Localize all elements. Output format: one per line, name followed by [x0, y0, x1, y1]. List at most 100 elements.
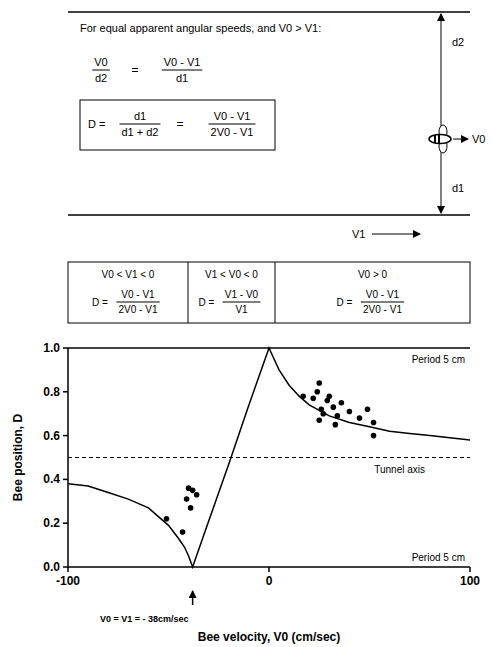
data-point — [320, 411, 326, 417]
data-point — [357, 415, 363, 421]
divider — [188, 262, 189, 323]
distance-arrow — [441, 150, 442, 213]
tick — [67, 567, 69, 572]
tick — [63, 347, 68, 349]
annotation: Tunnel axis — [374, 464, 425, 475]
numerator: V0 - V1 — [214, 110, 251, 122]
distance-label: d1 — [452, 182, 464, 194]
data-point — [188, 505, 194, 511]
data-point — [314, 389, 320, 395]
data-point — [347, 409, 353, 415]
tick-label: 0.0 — [43, 560, 60, 574]
numerator: V0 - V1 — [121, 289, 155, 300]
tick — [63, 479, 68, 481]
denominator: 2V0 - V1 — [211, 126, 254, 138]
reference-line — [68, 457, 470, 458]
denominator: d1 + d2 — [121, 126, 158, 138]
data-point — [190, 488, 196, 494]
tick — [63, 522, 68, 524]
data-point — [164, 516, 170, 522]
stripe — [434, 135, 436, 143]
tick — [63, 391, 68, 393]
data-point — [310, 396, 316, 402]
curve — [68, 348, 470, 567]
data-point — [371, 420, 377, 426]
tunnel-wall — [68, 214, 470, 216]
lhs: D = — [92, 297, 108, 308]
condition: For equal apparent angular speeds, and V… — [80, 22, 321, 34]
axis-title: Bee velocity, V0 (cm/sec) — [198, 630, 341, 644]
numerator: V0 — [94, 56, 107, 68]
data-point — [331, 404, 337, 410]
lhs: D = — [199, 297, 215, 308]
equals: = — [131, 63, 138, 77]
data-point — [316, 380, 322, 386]
numerator: V1 - V0 — [225, 289, 259, 300]
tick-label: 100 — [460, 574, 480, 588]
data-point — [335, 413, 341, 419]
fraction-bar — [223, 302, 261, 303]
equals: = — [176, 117, 183, 131]
axis-title: Bee position, D — [11, 413, 25, 501]
velocity-label: V0 — [472, 133, 485, 145]
fraction-bar — [116, 302, 159, 303]
denominator: V1 — [235, 304, 248, 315]
condition: V0 > 0 — [358, 269, 388, 280]
condition-table — [68, 262, 470, 323]
data-point — [333, 422, 339, 428]
body — [429, 135, 451, 144]
data-point — [300, 393, 306, 399]
fraction-bar — [361, 302, 404, 303]
formula-box — [80, 100, 275, 150]
condition: V1 < V0 < 0 — [205, 269, 258, 280]
denominator: 2V0 - V1 — [119, 304, 158, 315]
velocity-arrow — [453, 139, 468, 140]
annotation-arrow — [192, 591, 194, 605]
numerator: V0 - V1 — [164, 56, 201, 68]
data-point — [194, 492, 200, 498]
stripe — [438, 135, 440, 144]
annotation: Period 5 cm — [412, 552, 465, 563]
tick-label: 0 — [266, 574, 273, 588]
velocity-label: V1 — [352, 228, 365, 240]
tick — [469, 567, 471, 572]
data-point — [339, 400, 345, 406]
data-point — [327, 393, 333, 399]
tick-label: 1.0 — [43, 341, 60, 355]
distance-label: d2 — [452, 36, 464, 48]
distance-arrow — [441, 14, 442, 128]
denominator: d1 — [176, 72, 188, 84]
fraction-bar — [162, 70, 203, 71]
divider — [275, 262, 276, 323]
data-point — [316, 417, 322, 423]
data-point — [180, 529, 186, 535]
fraction-bar — [119, 124, 160, 125]
fraction-bar — [92, 70, 109, 71]
annotation: V0 = V1 = - 38cm/sec — [100, 614, 189, 624]
numerator: V0 - V1 — [366, 289, 400, 300]
tick-label: -100 — [56, 574, 80, 588]
tick-label: 0.2 — [43, 516, 60, 530]
bee — [429, 125, 451, 153]
fraction-bar — [209, 124, 256, 125]
tunnel-wall — [68, 11, 470, 13]
figure: For equal apparent angular speeds, and V… — [0, 0, 493, 647]
tick — [268, 567, 270, 572]
condition: V0 < V1 < 0 — [102, 269, 155, 280]
y-axis — [67, 348, 69, 567]
data-point — [184, 496, 190, 502]
data-point — [365, 407, 371, 413]
data-point — [371, 433, 377, 439]
plot-area — [68, 348, 470, 567]
numerator: d1 — [134, 110, 146, 122]
lhs: D = — [337, 297, 353, 308]
velocity-arrow — [372, 234, 420, 235]
tick — [63, 435, 68, 437]
tick-label: 0.8 — [43, 385, 60, 399]
lhs: D = — [88, 118, 105, 130]
tick-label: 0.6 — [43, 429, 60, 443]
denominator: 2V0 - V1 — [363, 304, 402, 315]
tick-label: 0.4 — [43, 472, 60, 486]
denominator: d2 — [95, 72, 107, 84]
annotation: Period 5 cm — [412, 354, 465, 365]
